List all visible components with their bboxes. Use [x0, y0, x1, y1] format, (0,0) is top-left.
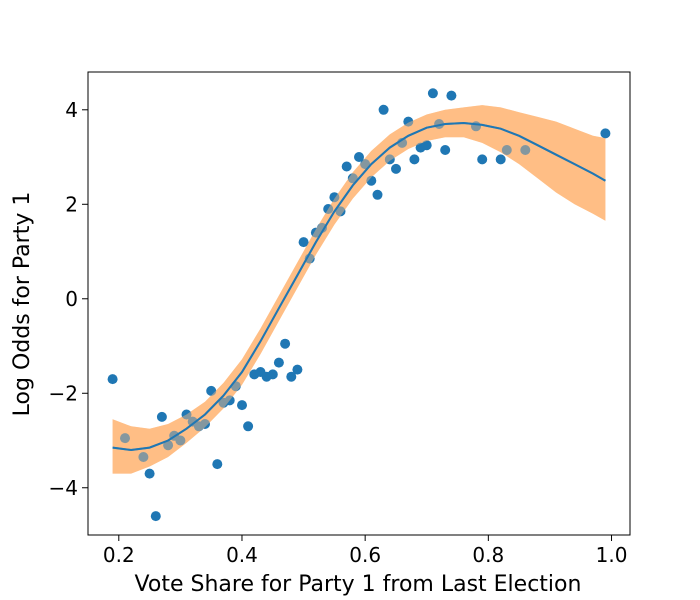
x-tick-label: 0.6 [349, 543, 381, 567]
y-tick-label: 4 [65, 98, 78, 122]
data-point [335, 206, 346, 217]
data-point [446, 90, 457, 101]
x-tick-label: 0.2 [103, 543, 135, 567]
data-point [292, 364, 303, 375]
data-point [360, 159, 371, 170]
data-point [600, 128, 611, 139]
x-axis-label: Vote Share for Party 1 from Last Electio… [135, 572, 582, 597]
x-tick-label: 1.0 [596, 543, 628, 567]
data-point [391, 163, 401, 174]
data-point [378, 104, 389, 115]
data-point [409, 154, 420, 165]
data-point [175, 435, 186, 446]
data-point [200, 419, 210, 429]
data-point [237, 400, 247, 411]
data-point [501, 145, 512, 155]
data-point [107, 374, 118, 385]
data-point [267, 369, 278, 380]
data-point [323, 204, 334, 214]
scatter-points-layer [107, 88, 611, 522]
data-point [163, 440, 174, 451]
data-point [341, 161, 352, 172]
data-point [440, 145, 451, 155]
data-point [421, 140, 432, 151]
data-point [354, 152, 364, 162]
data-point [366, 175, 377, 186]
data-point [280, 338, 291, 349]
data-point [206, 385, 217, 396]
y-tick-label: 0 [65, 287, 78, 311]
data-point [495, 154, 506, 165]
data-point [403, 116, 414, 127]
data-point [427, 88, 438, 99]
y-axis-label: Log Odds for Party 1 [10, 192, 35, 417]
data-point [520, 145, 531, 155]
data-point [144, 468, 155, 479]
data-point [243, 421, 254, 432]
data-point [384, 154, 395, 165]
data-point [212, 459, 223, 470]
data-point [477, 154, 488, 165]
y-tick-label: 2 [65, 192, 78, 216]
y-tick-label: −2 [49, 381, 78, 405]
data-point [181, 409, 192, 420]
x-axis-ticks: 0.2 0.4 0.6 0.8 1.0 [103, 535, 628, 567]
data-point [273, 357, 284, 368]
data-point [156, 411, 167, 422]
data-point [120, 433, 130, 444]
data-point [298, 237, 309, 248]
fit-line-top [112, 121, 606, 452]
data-point [224, 395, 235, 406]
data-point [329, 192, 340, 203]
data-point [150, 511, 161, 522]
data-point [347, 173, 358, 184]
data-point [372, 189, 383, 200]
plot-frame [87, 71, 631, 536]
x-tick-label: 0.8 [472, 543, 504, 567]
data-point [286, 371, 297, 382]
y-tick-label: −4 [49, 476, 78, 500]
data-point [317, 222, 327, 233]
y-axis-ticks: −4 −2 0 2 4 [49, 98, 88, 500]
data-point [138, 452, 149, 462]
x-tick-label: 0.4 [226, 543, 258, 567]
